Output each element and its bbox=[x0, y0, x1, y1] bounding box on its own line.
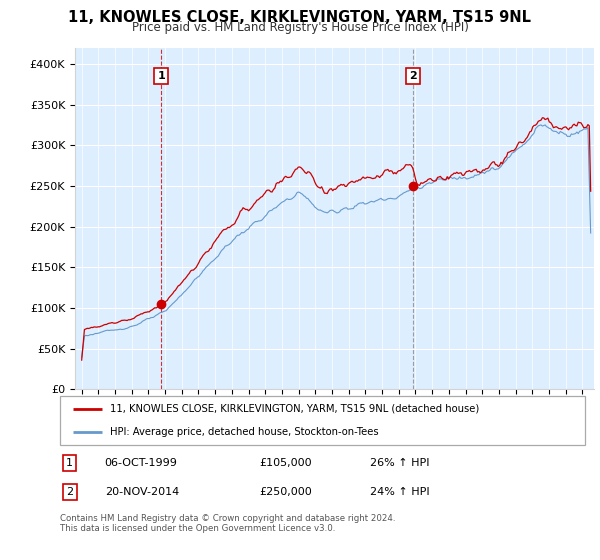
Text: 2: 2 bbox=[66, 487, 73, 497]
Text: 24% ↑ HPI: 24% ↑ HPI bbox=[370, 487, 430, 497]
Text: 2: 2 bbox=[410, 71, 418, 81]
FancyBboxPatch shape bbox=[60, 396, 585, 445]
Text: 1: 1 bbox=[157, 71, 165, 81]
Text: £250,000: £250,000 bbox=[260, 487, 312, 497]
Text: 26% ↑ HPI: 26% ↑ HPI bbox=[370, 458, 429, 468]
Text: £105,000: £105,000 bbox=[260, 458, 312, 468]
Text: 1: 1 bbox=[66, 458, 73, 468]
Text: Contains HM Land Registry data © Crown copyright and database right 2024.
This d: Contains HM Land Registry data © Crown c… bbox=[60, 514, 395, 534]
Text: 11, KNOWLES CLOSE, KIRKLEVINGTON, YARM, TS15 9NL (detached house): 11, KNOWLES CLOSE, KIRKLEVINGTON, YARM, … bbox=[110, 404, 479, 414]
Text: 20-NOV-2014: 20-NOV-2014 bbox=[104, 487, 179, 497]
Text: 11, KNOWLES CLOSE, KIRKLEVINGTON, YARM, TS15 9NL: 11, KNOWLES CLOSE, KIRKLEVINGTON, YARM, … bbox=[68, 10, 532, 25]
Text: 06-OCT-1999: 06-OCT-1999 bbox=[104, 458, 178, 468]
Text: Price paid vs. HM Land Registry's House Price Index (HPI): Price paid vs. HM Land Registry's House … bbox=[131, 21, 469, 34]
Text: HPI: Average price, detached house, Stockton-on-Tees: HPI: Average price, detached house, Stoc… bbox=[110, 427, 379, 437]
